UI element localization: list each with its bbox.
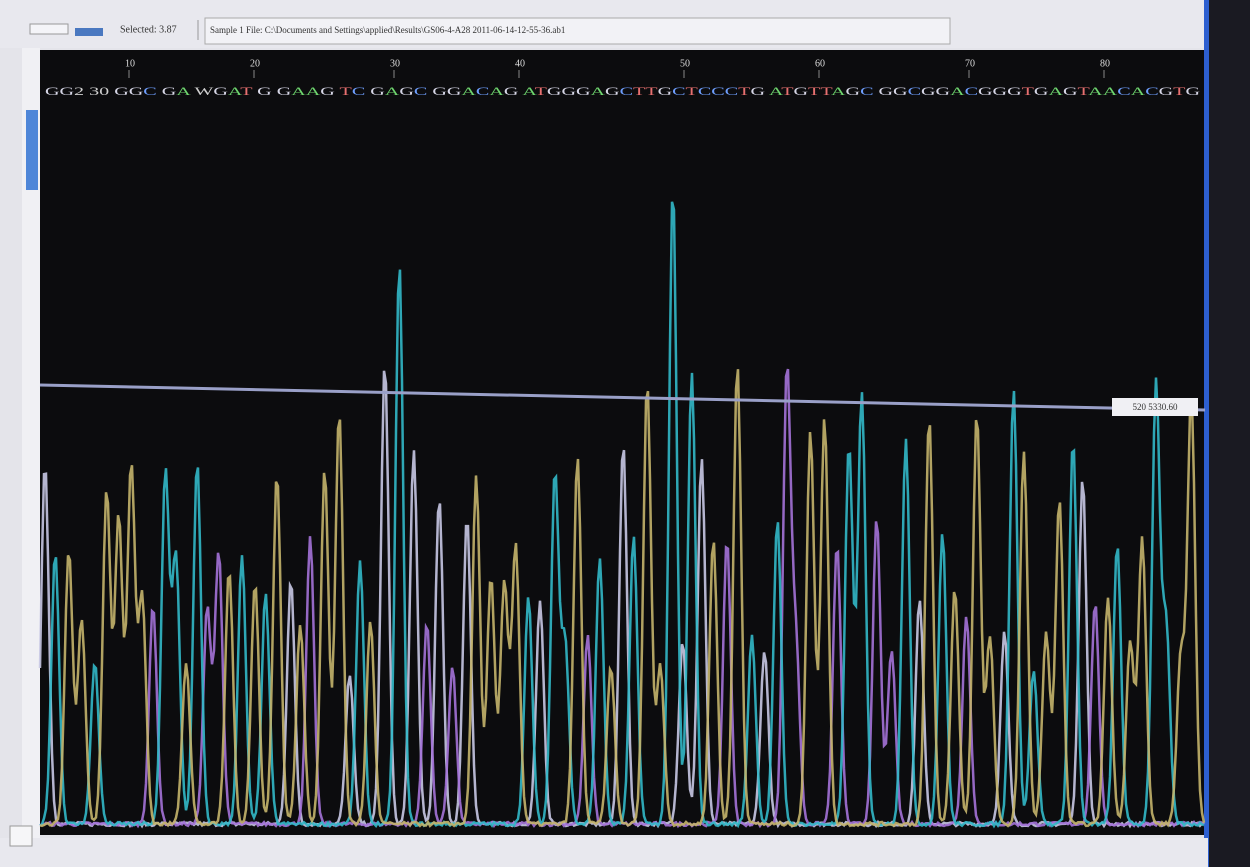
toolbar-button[interactable] (75, 28, 103, 36)
threshold-label: 520 5330.60 (1133, 402, 1179, 412)
scroll-thumb[interactable] (26, 110, 38, 190)
chromatogram-panel (40, 50, 1208, 835)
file-path: Sample 1 File: C:\Documents and Settings… (210, 25, 565, 35)
status-bar (0, 838, 1208, 867)
ruler-position: 10 (125, 58, 135, 69)
bezel (1208, 0, 1250, 867)
ruler-position: 50 (680, 58, 690, 69)
scroll-button[interactable] (10, 826, 32, 846)
toolbar-button[interactable] (30, 24, 68, 34)
ruler-position: 60 (815, 58, 825, 69)
window-edge (1204, 0, 1209, 867)
ruler-position: 40 (515, 58, 525, 69)
ruler-position: 70 (965, 58, 975, 69)
page: Selected: 3.87 Sample 1 File: C:\Documen… (0, 0, 1250, 867)
screen: Selected: 3.87 Sample 1 File: C:\Documen… (0, 0, 1250, 867)
ruler-position: 80 (1100, 58, 1110, 69)
ruler-position: 30 (390, 58, 400, 69)
selected-label: Selected: 3.87 (120, 24, 177, 35)
ruler-position: 20 (250, 58, 260, 69)
